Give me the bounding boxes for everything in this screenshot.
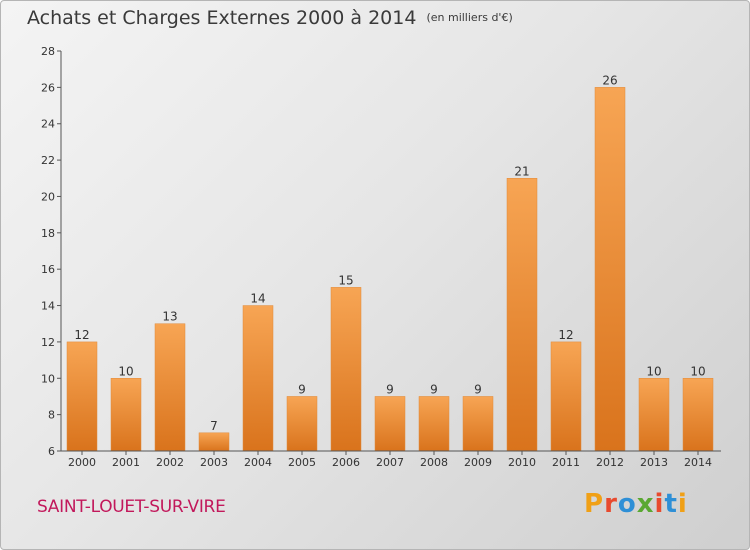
data-label-2003: 7: [210, 419, 218, 433]
data-label-2013: 10: [646, 364, 661, 378]
y-tick-label-22: 22: [41, 154, 55, 167]
y-tick-label-12: 12: [41, 336, 55, 349]
commune-name: SAINT-LOUET-SUR-VIRE: [37, 497, 226, 517]
logo-letter: t: [664, 489, 678, 519]
data-label-2009: 9: [474, 382, 482, 396]
x-tick-label-2011: 2011: [552, 456, 580, 469]
bar-2006: [330, 287, 362, 452]
axes-group: 2000 2001 2002 2003 2004 2005 2006 2007 2008 2009…: [41, 45, 721, 469]
x-tick-label-2014: 2014: [684, 456, 712, 469]
y-tick-label-20: 20: [41, 190, 55, 203]
x-tick-label-2007: 2007: [376, 456, 404, 469]
bar-2011: [550, 341, 582, 452]
data-label-2001: 10: [118, 364, 133, 378]
bar-2004: [242, 305, 274, 452]
data-label-2011: 12: [558, 328, 573, 342]
chart-unit: (en milliers d'€): [426, 11, 513, 24]
x-tick-label-2004: 2004: [244, 456, 272, 469]
data-label-2010: 21: [514, 164, 529, 178]
data-label-2006: 15: [338, 273, 353, 287]
logo-letter: i: [677, 489, 688, 519]
logo-letter: r: [604, 489, 618, 519]
data-label-2005: 9: [298, 382, 306, 396]
bar-2014: [682, 378, 714, 452]
y-tick-label-6: 6: [48, 445, 55, 458]
y-tick-label-8: 8: [48, 409, 55, 422]
chart-title-text: Achats et Charges Externes 2000 à 2014: [27, 7, 417, 29]
y-tick-label-10: 10: [41, 372, 55, 385]
bar-2009: [462, 396, 494, 452]
data-label-2012: 26: [602, 73, 617, 87]
x-tick-label-2000: 2000: [68, 456, 96, 469]
x-tick-label-2010: 2010: [508, 456, 536, 469]
logo-letter: P: [584, 489, 605, 519]
bar-2013: [638, 378, 670, 452]
x-tick-label-2013: 2013: [640, 456, 668, 469]
data-label-2002: 13: [162, 310, 177, 324]
bar-2000: [66, 341, 98, 452]
logo-letter: x: [636, 489, 655, 519]
data-label-2004: 14: [250, 292, 265, 306]
bar-2008: [418, 396, 450, 452]
proxiti-logo[interactable]: Proxiti: [584, 489, 688, 519]
logo-letter: o: [617, 489, 637, 519]
bars-group: 12 10 13 7 14 9 15 9 9 9 21 12 26 10 10: [66, 73, 714, 452]
x-tick-label-2012: 2012: [596, 456, 624, 469]
x-tick-label-2009: 2009: [464, 456, 492, 469]
data-label-2014: 10: [690, 364, 705, 378]
y-tick-label-28: 28: [41, 45, 55, 58]
x-tick-label-2003: 2003: [200, 456, 228, 469]
y-tick-label-16: 16: [41, 263, 55, 276]
data-label-2008: 9: [430, 382, 438, 396]
bar-2010: [506, 178, 538, 452]
x-tick-label-2002: 2002: [156, 456, 184, 469]
bar-2003: [198, 432, 230, 452]
x-tick-label-2006: 2006: [332, 456, 360, 469]
y-tick-label-18: 18: [41, 227, 55, 240]
data-label-2000: 12: [74, 328, 89, 342]
data-label-2007: 9: [386, 382, 394, 396]
y-tick-label-26: 26: [41, 81, 55, 94]
bar-2005: [286, 396, 318, 452]
bar-2012: [594, 87, 626, 452]
bar-2007: [374, 396, 406, 452]
bar-2002: [154, 323, 186, 452]
bar-2001: [110, 378, 142, 452]
chart-title: Achats et Charges Externes 2000 à 2014 (e…: [27, 7, 513, 29]
logo-letter: i: [654, 489, 665, 519]
y-tick-label-14: 14: [41, 300, 55, 313]
x-tick-label-2005: 2005: [288, 456, 316, 469]
y-tick-label-24: 24: [41, 118, 55, 131]
x-tick-label-2001: 2001: [112, 456, 140, 469]
x-tick-label-2008: 2008: [420, 456, 448, 469]
